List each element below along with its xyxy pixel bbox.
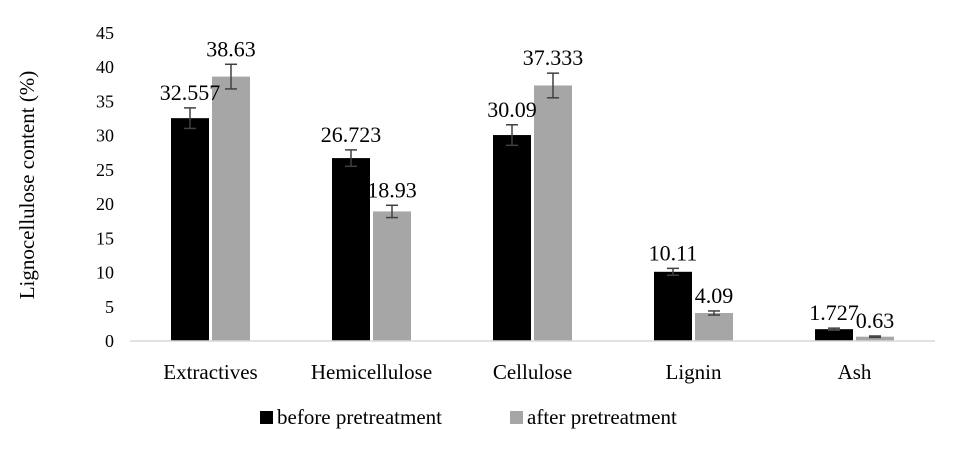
x-tick-label: Cellulose	[493, 360, 572, 384]
error-bar	[386, 204, 398, 219]
y-tick-label: 30	[96, 126, 114, 146]
bar	[493, 135, 531, 341]
y-tick-label: 5	[105, 297, 114, 317]
error-bar	[667, 267, 679, 276]
error-bar	[708, 310, 720, 316]
data-label: 10.11	[649, 240, 698, 265]
error-bar	[828, 327, 840, 331]
bar	[212, 76, 250, 341]
bar	[695, 313, 733, 341]
error-bar	[506, 124, 518, 147]
x-tick-label: Hemicellulose	[311, 360, 432, 384]
x-tick-label: Extractives	[163, 360, 257, 384]
y-tick-label: 10	[96, 263, 114, 283]
y-tick-label: 40	[96, 57, 114, 77]
legend-label: after pretreatment	[527, 405, 677, 429]
error-bar	[547, 72, 559, 99]
legend-swatch	[510, 411, 523, 424]
y-tick-label: 15	[96, 228, 114, 248]
y-tick-label: 0	[105, 331, 114, 351]
y-tick-label: 25	[96, 160, 114, 180]
y-tick-label: 45	[96, 23, 114, 43]
bar	[373, 211, 411, 341]
bar	[534, 85, 572, 342]
data-label: 38.63	[206, 36, 256, 61]
legend-label: before pretreatment	[277, 405, 442, 429]
data-label: 4.09	[695, 283, 734, 308]
data-label: 0.63	[856, 308, 895, 333]
data-label: 32.557	[160, 80, 221, 105]
error-bar	[184, 107, 196, 130]
bar	[332, 158, 370, 341]
y-axis-title: Lignocellulose content (%)	[15, 71, 39, 300]
data-label: 30.09	[487, 97, 537, 122]
legend-swatch	[260, 411, 273, 424]
data-label: 18.93	[367, 177, 417, 202]
bar	[654, 271, 692, 341]
data-label: 1.727	[809, 300, 859, 325]
error-bar	[345, 149, 357, 168]
data-label: 26.723	[321, 122, 382, 147]
x-tick-label: Lignin	[666, 360, 722, 384]
data-label: 37.333	[523, 45, 584, 70]
bar	[856, 336, 894, 341]
bar	[815, 329, 853, 341]
legend-item: after pretreatment	[510, 405, 677, 429]
y-tick-label: 35	[96, 91, 114, 111]
error-bar	[225, 63, 237, 90]
error-bar	[869, 335, 881, 339]
legend-item: before pretreatment	[260, 405, 442, 429]
y-tick-label: 20	[96, 194, 114, 214]
bar	[171, 118, 209, 341]
x-tick-label: Ash	[838, 360, 872, 384]
